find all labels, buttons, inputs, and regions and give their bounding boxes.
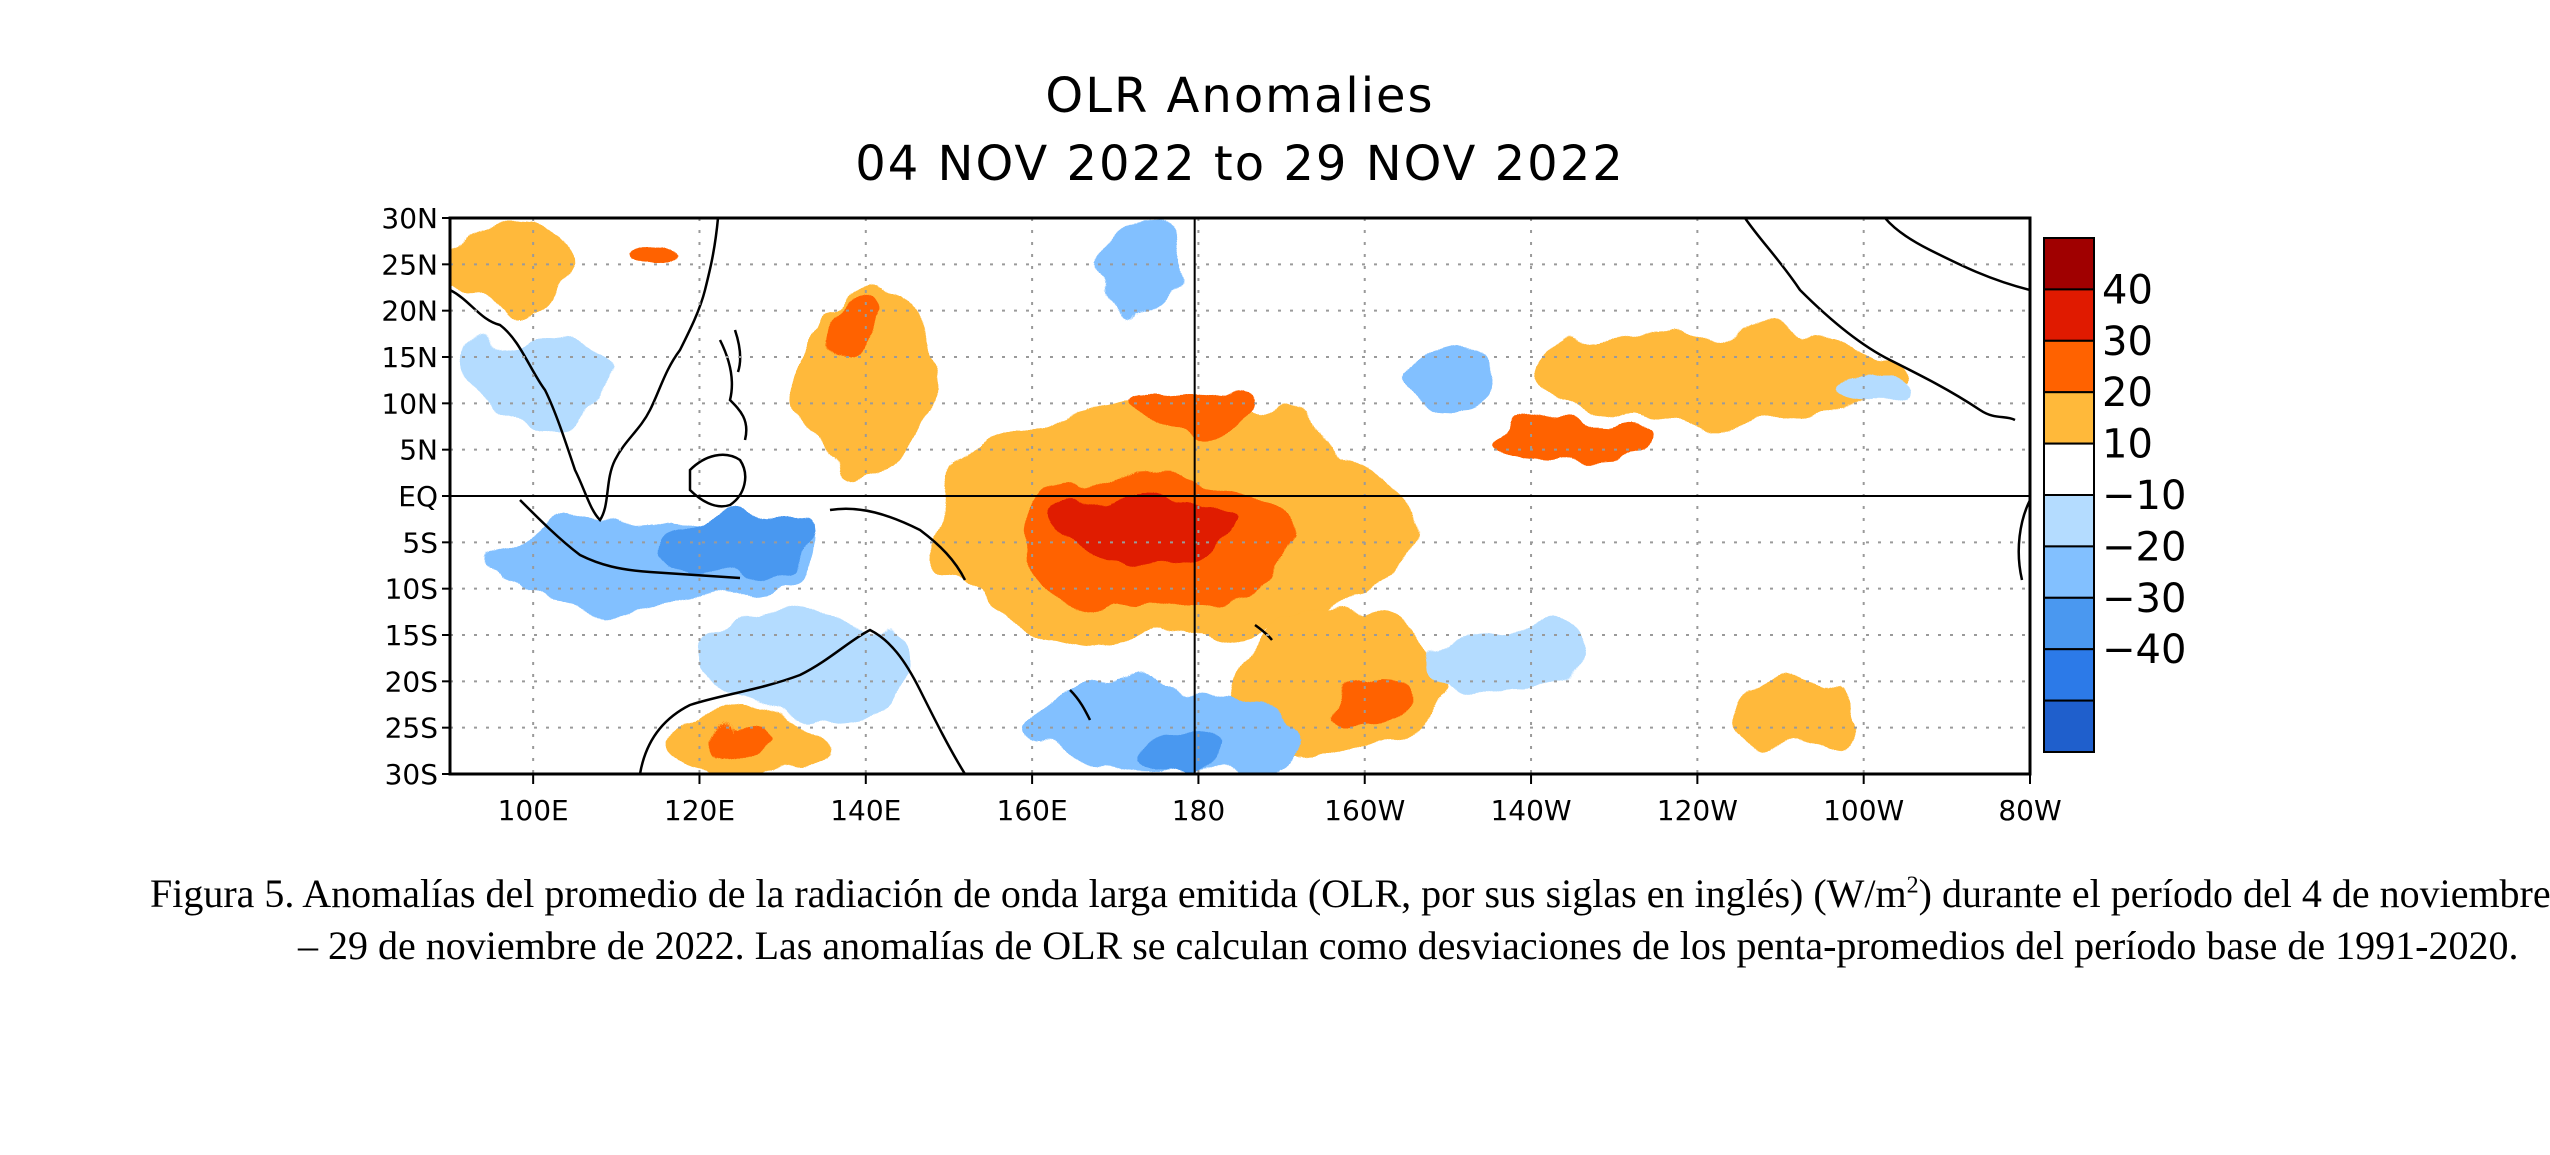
colorbar-box [2043, 545, 2095, 599]
coastline-south-america [2017, 499, 2030, 581]
y-tick-label: 5N [399, 434, 438, 467]
x-tick-label: 80W [1998, 794, 2061, 827]
anomaly-field [450, 218, 1914, 774]
colorbar-label: −20 [2102, 524, 2186, 570]
y-tick-label: 30S [385, 758, 438, 791]
colorbar-label: 10 [2102, 422, 2153, 468]
coastline-sumatra-java [519, 499, 741, 580]
colorbar-box [2043, 391, 2095, 445]
anomaly-region [450, 218, 567, 311]
chart-title: OLR Anomalies [1045, 68, 1434, 124]
anomaly-region [1489, 421, 1656, 459]
coastline-nz-islands [1069, 623, 1273, 721]
y-tick-label: EQ [398, 480, 438, 513]
plot-area [448, 216, 2032, 776]
x-tick-label: 120W [1657, 794, 1738, 827]
y-tick-label: 30N [381, 202, 438, 235]
y-tick-label: 25S [385, 712, 438, 745]
colorbar-label: −40 [2102, 627, 2186, 673]
x-tick-label: 160E [997, 794, 1068, 827]
x-axis: 100E 120E 140E 160E 180 160W 140W 120W 100W 80W [498, 774, 2062, 827]
coastline-asia [450, 218, 720, 522]
colorbar-box [2043, 339, 2095, 394]
coastline-australia [638, 628, 967, 774]
y-tick-label: 5S [402, 526, 438, 559]
colorbar-box [2043, 699, 2095, 753]
anomaly-region [1406, 347, 1490, 404]
anomaly-region [641, 245, 675, 274]
figure-caption: Figura 5. Anomalías del promedio de la r… [150, 868, 2550, 972]
caption-text: Anomalías del promedio de la radiación d… [302, 871, 1907, 916]
x-tick-label: 100W [1823, 794, 1904, 827]
colorbar-label: 20 [2102, 370, 2153, 416]
anomaly-region [824, 301, 883, 348]
anomaly-region [1323, 681, 1407, 728]
colorbar-label: −30 [2102, 576, 2186, 622]
x-tick-label: 180 [1172, 794, 1225, 827]
y-tick-label: 20S [385, 665, 438, 698]
y-tick-label: 10N [381, 387, 438, 420]
y-tick-label: 15N [381, 341, 438, 374]
coastline-borneo [688, 453, 747, 508]
caption-text-end: ) durante el período del 4 de noviembre … [298, 871, 2550, 968]
anomaly-region [1531, 329, 1906, 422]
y-tick-label: 10S [385, 573, 438, 606]
chart-subtitle: 04 NOV 2022 to 29 NOV 2022 [855, 136, 1625, 192]
colorbar-box [2043, 237, 2095, 291]
anomaly-region [1098, 218, 1182, 311]
x-tick-label: 160W [1324, 794, 1405, 827]
anomaly-region [699, 607, 908, 719]
colorbar-box [2043, 596, 2095, 651]
coastline-new-guinea [829, 507, 967, 581]
x-tick-label: 140E [830, 794, 901, 827]
caption-superscript: 2 [1906, 872, 1919, 899]
anomaly-region [707, 736, 775, 756]
x-tick-label: 100E [498, 794, 569, 827]
colorbar-box [2043, 648, 2095, 702]
anomaly-region [466, 338, 617, 422]
anomaly-region [657, 514, 808, 580]
y-axis: 30N 25N 20N 15N 10N 5N EQ 5S 10S 15S 20S 25S 30S [381, 202, 450, 791]
x-tick-label: 120E [664, 794, 735, 827]
anomaly-region [1048, 496, 1232, 561]
colorbar-box [2043, 288, 2095, 342]
colorbar-label: 40 [2102, 267, 2153, 313]
caption-label: Figura 5. [150, 871, 295, 916]
y-tick-label: 20N [381, 295, 438, 328]
colorbar-legend: 40 30 20 10 −10 −20 −30 −40 [2043, 237, 2186, 753]
anomaly-blobs [450, 218, 1914, 774]
anomaly-region [1730, 681, 1864, 756]
colorbar-label: 30 [2102, 319, 2153, 365]
anomaly-region [1131, 727, 1232, 774]
y-tick-label: 15S [385, 619, 438, 652]
colorbar-box [2043, 442, 2095, 497]
anomaly-region [1431, 625, 1581, 700]
coastline-north-america [1743, 218, 2030, 422]
colorbar-label: −10 [2102, 473, 2186, 519]
y-tick-label: 25N [381, 248, 438, 281]
colorbar-box [2043, 494, 2095, 548]
anomaly-region [1847, 375, 1914, 404]
x-tick-label: 140W [1490, 794, 1571, 827]
